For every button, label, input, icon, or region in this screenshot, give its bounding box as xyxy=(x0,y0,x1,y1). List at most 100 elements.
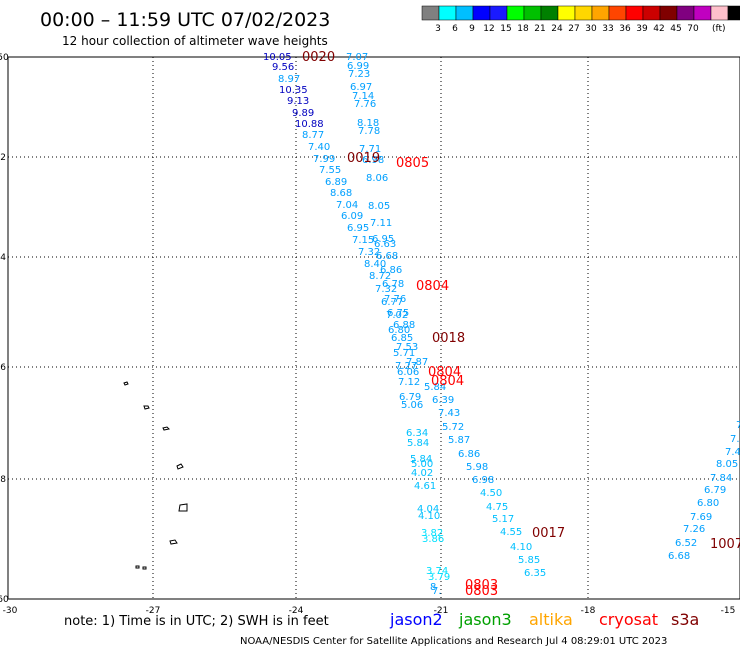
islands xyxy=(123,381,188,570)
wave-height-reading: 7.32 xyxy=(375,284,397,295)
map-frame: -50 -52 -54 -56 -58 -60-30 -27 -24 -21 -18 -15 xyxy=(0,53,740,616)
color-scale-tick-label: 6 xyxy=(452,24,458,34)
color-scale-tick-label: 12 xyxy=(483,24,494,34)
track-time-label: 1007 xyxy=(710,537,740,552)
color-scale-swatch xyxy=(472,5,491,21)
wave-height-reading: 5.06 xyxy=(401,400,423,411)
wave-height-reading: 4.75 xyxy=(486,502,508,513)
wave-height-reading: 7.69 xyxy=(690,512,712,523)
wave-height-reading: 5.87 xyxy=(448,435,470,446)
wave-height-reading: 6.80 xyxy=(388,325,410,336)
color-scale-tick-label: 33 xyxy=(602,24,613,34)
latitude-tick-label: -54 xyxy=(0,253,6,263)
wave-height-reading: 6.52 xyxy=(675,538,697,549)
color-scale-swatch xyxy=(591,5,610,21)
wave-height-reading: 7.44 xyxy=(725,447,740,458)
wave-height-reading: 5.00 xyxy=(411,459,433,470)
wave-height-reading: 5.84 xyxy=(424,382,446,393)
color-scale-swatch xyxy=(676,5,695,21)
wave-height-reading: 6.89 xyxy=(325,177,347,188)
wave-height-reading: 8.77 xyxy=(302,130,324,141)
wave-height-reading: 8.05 xyxy=(368,201,390,212)
latitude-tick-label: -50 xyxy=(0,53,9,63)
wave-height-reading: 6.97 xyxy=(350,82,372,93)
footer-credit: NOAA/NESDIS Center for Satellite Applica… xyxy=(240,636,667,647)
wave-height-reading: 9.56 xyxy=(272,62,294,73)
wave-height-reading: 6.35 xyxy=(524,568,546,579)
latitude-tick-label: -60 xyxy=(0,595,9,605)
color-scale-swatch xyxy=(710,5,729,21)
page-subtitle: 12 hour collection of altimeter wave hei… xyxy=(62,34,328,48)
wave-height-reading: 9.13 xyxy=(287,96,309,107)
wave-height-reading: 6.80 xyxy=(697,498,719,509)
wave-height-reading: 4.55 xyxy=(500,527,522,538)
wave-height-reading: 6.63 xyxy=(374,239,396,250)
wave-height-reading: 8.06 xyxy=(366,173,388,184)
wave-height-reading: 10.88 xyxy=(295,119,324,130)
color-scale-unit: (ft) xyxy=(712,24,726,34)
wave-height-reading: 10.35 xyxy=(279,85,308,96)
wave-height-reading: 7.87 xyxy=(406,357,428,368)
track-time-label: 0805 xyxy=(396,156,429,171)
track-time-label: 0803 xyxy=(465,578,498,593)
wave-height-reading: 4.10 xyxy=(418,511,440,522)
wave-height-reading: 9.89 xyxy=(292,108,314,119)
wave-height-reading: 7.04 xyxy=(336,200,358,211)
wave-height-reading: 7.83 xyxy=(730,434,740,445)
wave-height-reading: 6.68 xyxy=(668,551,690,562)
satellite-legend: jason2 jason3 altika cryosat s3a xyxy=(389,610,699,629)
color-scale-tick-label: 3 xyxy=(435,24,441,34)
legend-satellite-cryosat: cryosat xyxy=(599,610,658,629)
wave-height-reading: 5.85 xyxy=(518,555,540,566)
color-scale-swatch xyxy=(659,5,678,21)
color-scale-swatch xyxy=(574,5,593,21)
wave-height-reading: 7.8 xyxy=(736,420,740,431)
wave-height-reading: 6.79 xyxy=(704,485,726,496)
wave-height-reading: 8.05 xyxy=(716,459,738,470)
wave-height-reading: 6.39 xyxy=(432,395,454,406)
longitude-tick-label: -27 xyxy=(146,606,161,616)
track-time-label: 0019 xyxy=(347,151,380,166)
wave-height-reading: 4.02 xyxy=(411,468,433,479)
wave-height-reading: 7.02 xyxy=(386,310,408,321)
wave-height-reading: 6.95 xyxy=(372,234,394,245)
color-scale-swatch xyxy=(693,5,712,21)
wave-height-reading: 7.78 xyxy=(358,126,380,137)
color-scale-tick-label: 36 xyxy=(619,24,631,34)
color-scale-tick-label: 42 xyxy=(653,24,664,34)
wave-height-reading: 7.43 xyxy=(438,408,460,419)
wave-height-reading: 6.77 xyxy=(381,297,403,308)
wave-height-reading: 8.72 xyxy=(369,271,391,282)
island-outline xyxy=(162,426,171,431)
longitude-tick-label: -21 xyxy=(434,606,449,616)
color-scale-tick-label: 15 xyxy=(500,24,511,34)
wave-height-reading: 6.78 xyxy=(382,279,404,290)
wave-height-reading: 6.98 xyxy=(472,475,494,486)
track-time-label: 0804 xyxy=(431,374,464,389)
color-scale-swatch xyxy=(540,5,559,21)
wave-height-reading: 5.71 xyxy=(393,348,415,359)
wave-height-reading: 8.40 xyxy=(364,259,386,270)
footer-note: note: 1) Time is in UTC; 2) SWH is in fe… xyxy=(64,614,329,629)
wave-height-reading: 7.32 xyxy=(358,247,380,258)
wave-height-reading: 6.95 xyxy=(347,223,369,234)
wave-height-reading: 6.75 xyxy=(387,308,409,319)
island-outline xyxy=(123,381,129,386)
color-scale-tick-label: 39 xyxy=(636,24,648,34)
legend-satellite-altika: altika xyxy=(529,610,573,629)
track-time-label: 0020 xyxy=(302,50,335,65)
wave-height-reading: 7.71 xyxy=(359,144,381,155)
island-outline xyxy=(178,503,188,512)
longitude-tick-label: -24 xyxy=(289,606,304,616)
color-scale-swatch xyxy=(608,5,627,21)
wave-height-reading: 4.10 xyxy=(510,542,532,553)
wave-height-reading: 10.05 xyxy=(263,52,292,63)
wave-height-reading: 7.55 xyxy=(319,165,341,176)
wave-height-reading: 7.12 xyxy=(398,377,420,388)
wave-height-reading: 7.14 xyxy=(352,91,374,102)
island-outline xyxy=(169,539,178,545)
wave-height-reading: 5.72 xyxy=(442,422,464,433)
